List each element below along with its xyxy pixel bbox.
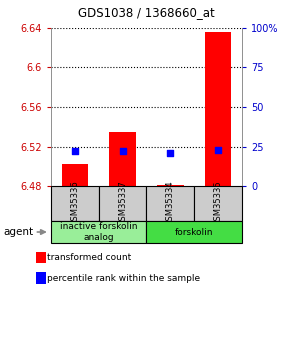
Bar [146,221,242,243]
Point [168,150,173,156]
Text: percentile rank within the sample: percentile rank within the sample [47,274,200,283]
Point [120,149,125,154]
Bar [194,186,242,221]
Text: GSM35337: GSM35337 [118,181,127,226]
Bar [205,31,231,186]
Bar [109,132,136,186]
Point [72,149,77,154]
Text: GSM35336: GSM35336 [70,181,79,226]
Text: inactive forskolin
analog: inactive forskolin analog [60,222,137,242]
Bar [99,186,146,221]
Bar [36,272,46,284]
Text: transformed count: transformed count [47,253,131,262]
Bar [157,185,184,186]
Bar [146,186,194,221]
Bar [61,165,88,186]
Bar [51,221,146,243]
Bar [36,252,46,263]
Text: agent: agent [3,227,33,237]
Bar [51,186,99,221]
Point [216,147,220,152]
Text: GSM35335: GSM35335 [214,181,223,226]
Text: forskolin: forskolin [175,227,213,237]
Text: GSM35334: GSM35334 [166,181,175,226]
Text: GDS1038 / 1368660_at: GDS1038 / 1368660_at [78,6,215,19]
